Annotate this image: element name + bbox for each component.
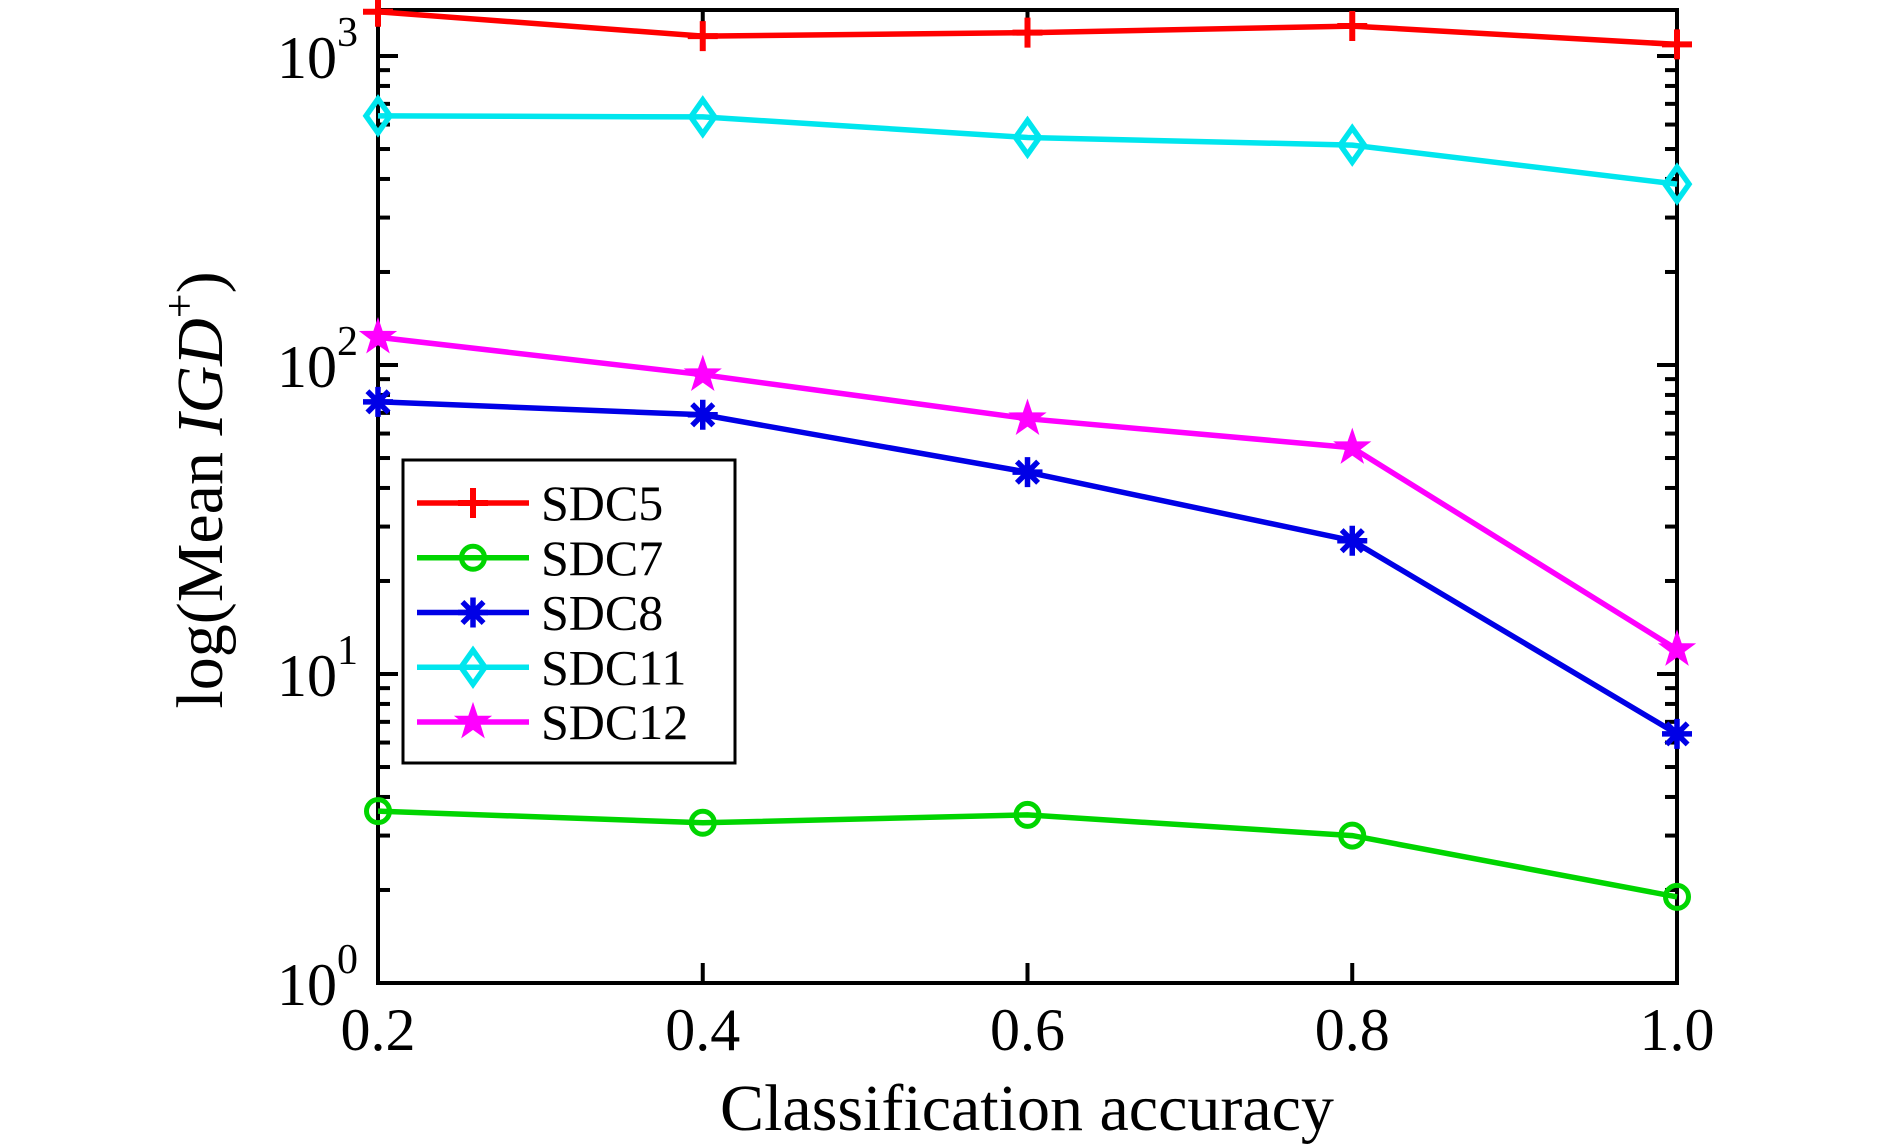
legend-marker-plus <box>458 488 488 518</box>
series-SDC8-marker <box>363 386 393 417</box>
circle-marker-shape <box>688 808 717 837</box>
diamond-marker-shape <box>1012 115 1043 160</box>
y-axis-label: log(Mean IGD+) <box>155 271 237 708</box>
series-SDC7-line <box>377 808 1678 900</box>
asterisk-marker-shape <box>1662 718 1692 749</box>
asterisk-marker-shape <box>363 386 393 417</box>
series-SDC11-marker <box>1336 123 1368 167</box>
diamond-marker-shape <box>1336 123 1368 167</box>
circle-marker-shape <box>1663 882 1691 911</box>
legend-marker-diamond <box>457 645 489 690</box>
diamond-marker-shape <box>362 94 394 138</box>
series-SDC12-marker <box>1657 629 1697 666</box>
series-SDC7-marker <box>1663 882 1691 911</box>
series-SDC8-marker <box>1662 718 1692 749</box>
legend-label-SDC8: SDC8 <box>541 585 663 641</box>
series-SDC7-marker <box>688 808 717 837</box>
star-marker-shape <box>1008 398 1047 436</box>
x-axis-label: Classification accuracy <box>720 1072 1334 1145</box>
series-SDC12-marker <box>683 354 722 392</box>
legend-item-SDC7: SDC7 <box>417 530 663 586</box>
series-SDC5-marker <box>687 21 718 52</box>
series-SDC11-marker <box>362 94 394 138</box>
y-tick-label: 100 <box>277 937 358 1018</box>
series-SDC8-marker <box>687 399 718 430</box>
plus-marker-shape <box>458 488 488 518</box>
plus-marker-shape <box>687 21 718 52</box>
series-SDC8-marker <box>1337 525 1368 556</box>
star-marker-shape <box>453 701 493 739</box>
legend-label-SDC11: SDC11 <box>541 639 686 695</box>
star-marker-shape <box>1657 629 1697 666</box>
legend-item-SDC11: SDC11 <box>417 639 686 695</box>
series-SDC12-marker <box>1333 427 1372 464</box>
star-marker-shape <box>1333 427 1372 464</box>
series-SDC7-marker <box>1013 800 1042 829</box>
asterisk-marker-shape <box>1012 457 1043 488</box>
legend-marker-asterisk <box>458 597 488 628</box>
plot-box <box>376 8 1679 985</box>
plus-marker-shape <box>1337 11 1368 42</box>
y-tick-label: 103 <box>277 10 358 91</box>
series-SDC5-marker <box>1337 11 1368 42</box>
series-SDC11-marker <box>1012 115 1043 160</box>
y-tick-label: 101 <box>277 628 358 709</box>
series-SDC11-marker <box>1661 162 1693 206</box>
series-SDC5-marker <box>1012 17 1043 48</box>
legend-item-SDC5: SDC5 <box>417 475 663 531</box>
y-tick-label: 102 <box>277 319 358 400</box>
series-SDC5-marker <box>363 0 393 27</box>
legend-item-SDC12: SDC12 <box>417 694 688 750</box>
x-tick-label: 0.2 <box>341 997 416 1063</box>
legend-marker-circle <box>459 543 487 572</box>
series-SDC11-line <box>377 113 1678 187</box>
series-SDC11-marker <box>687 95 719 139</box>
plus-marker-shape <box>363 0 393 27</box>
diamond-marker-shape <box>687 95 719 139</box>
diamond-marker-shape <box>457 645 489 690</box>
x-tick-label: 0.8 <box>1315 997 1390 1063</box>
circle-marker-shape <box>364 797 392 826</box>
star-marker-shape <box>358 317 398 354</box>
x-tick-label: 0.4 <box>665 997 740 1063</box>
legend-label-SDC5: SDC5 <box>541 475 663 531</box>
asterisk-marker-shape <box>1337 525 1368 556</box>
asterisk-marker-shape <box>458 597 488 628</box>
x-tick-label: 0.6 <box>990 997 1065 1063</box>
legend-marker-star <box>453 701 493 739</box>
circle-marker-shape <box>1013 800 1042 829</box>
plus-marker-shape <box>1012 17 1043 48</box>
series-SDC7-marker <box>1338 821 1367 850</box>
series-SDC12-marker <box>358 317 398 354</box>
circle-marker-shape <box>459 543 487 572</box>
diamond-marker-shape <box>1661 162 1693 206</box>
series-SDC8-marker <box>1012 457 1043 488</box>
series-SDC7-marker <box>364 797 392 826</box>
legend-label-SDC7: SDC7 <box>541 530 663 586</box>
series-SDC12-marker <box>1008 398 1047 436</box>
star-marker-shape <box>683 354 722 392</box>
legend-item-SDC8: SDC8 <box>417 585 663 641</box>
plus-marker-shape <box>1662 29 1692 60</box>
asterisk-marker-shape <box>687 399 718 430</box>
legend-label-SDC12: SDC12 <box>541 694 688 750</box>
x-tick-label: 1.0 <box>1640 997 1715 1063</box>
series-SDC5-marker <box>1662 29 1692 60</box>
circle-marker-shape <box>1338 821 1367 850</box>
